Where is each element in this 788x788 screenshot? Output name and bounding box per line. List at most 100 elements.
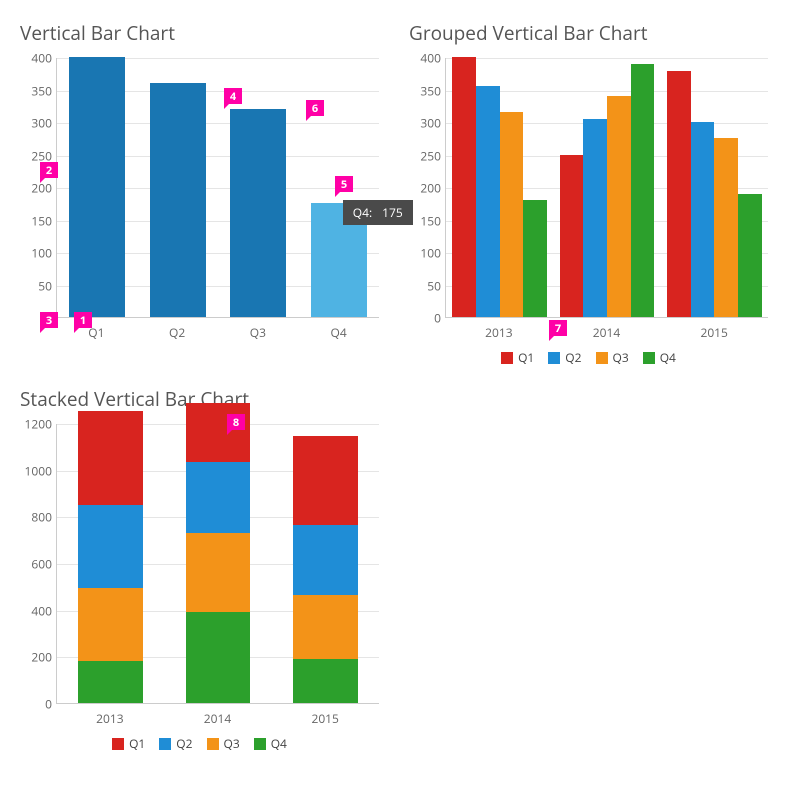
y-tick: 0 <box>434 310 441 327</box>
bar-group <box>553 58 660 317</box>
legend-item[interactable]: Q2 <box>548 349 581 366</box>
y-axis: 050100150200250300350400 <box>20 58 56 318</box>
y-tick: 400 <box>31 50 52 67</box>
bar-group <box>164 424 271 703</box>
bar-group <box>446 58 553 317</box>
bar-group <box>272 424 379 703</box>
bar[interactable] <box>69 57 125 317</box>
bar[interactable] <box>691 122 715 317</box>
annotation-flag: 3 <box>40 312 58 328</box>
chart-title: Vertical Bar Chart <box>20 20 379 46</box>
bar-segment[interactable] <box>78 505 142 588</box>
bar-segment[interactable] <box>293 525 357 595</box>
bar[interactable] <box>560 155 584 318</box>
plot-area <box>56 424 379 704</box>
bar-stack <box>186 403 250 703</box>
bar[interactable] <box>607 96 631 317</box>
bar-segment[interactable] <box>78 588 142 662</box>
bar[interactable] <box>714 138 738 317</box>
bar[interactable] <box>667 71 691 317</box>
y-tick: 200 <box>31 649 52 666</box>
bar[interactable] <box>631 64 655 318</box>
bar-segment[interactable] <box>293 595 357 659</box>
grouped-bar-chart: 7Grouped Vertical Bar Chart0501001502002… <box>409 20 768 366</box>
x-axis: Q1Q2Q3Q4 <box>56 318 379 341</box>
bar[interactable] <box>452 57 476 317</box>
legend-swatch <box>548 352 560 364</box>
x-label: Q3 <box>218 318 299 341</box>
y-tick: 150 <box>420 212 441 229</box>
x-label: 2014 <box>164 704 272 727</box>
bar[interactable] <box>583 119 607 317</box>
y-tick: 350 <box>420 82 441 99</box>
bar-group <box>57 424 164 703</box>
legend-label: Q2 <box>565 349 581 366</box>
vertical-bar-chart: 123456Vertical Bar Chart0501001502002503… <box>20 20 379 366</box>
legend-label: Q3 <box>613 349 629 366</box>
annotation-flag: 8 <box>227 414 245 430</box>
legend-label: Q2 <box>176 735 192 752</box>
x-label: 2013 <box>445 318 553 341</box>
tooltip: Q4:175 <box>343 200 413 225</box>
bar[interactable] <box>476 86 500 317</box>
legend-label: Q1 <box>129 735 145 752</box>
y-tick: 400 <box>420 50 441 67</box>
y-tick: 300 <box>31 115 52 132</box>
bar-segment[interactable] <box>78 411 142 504</box>
x-axis: 201320142015 <box>56 704 379 727</box>
y-tick: 1000 <box>25 462 52 479</box>
legend-item[interactable]: Q2 <box>159 735 192 752</box>
legend-item[interactable]: Q3 <box>207 735 240 752</box>
y-tick: 1200 <box>25 416 52 433</box>
bar[interactable] <box>150 83 206 317</box>
legend-item[interactable]: Q1 <box>501 349 534 366</box>
bar-segment[interactable] <box>293 436 357 524</box>
bar[interactable] <box>230 109 286 317</box>
x-label: 2015 <box>271 704 379 727</box>
bar-group <box>661 58 768 317</box>
y-tick: 200 <box>420 180 441 197</box>
annotation-flag: 1 <box>74 312 92 328</box>
y-tick: 50 <box>38 277 52 294</box>
tooltip-value: 175 <box>382 204 403 221</box>
annotation-flag: 5 <box>335 176 353 192</box>
legend-item[interactable]: Q4 <box>254 735 287 752</box>
legend-item[interactable]: Q1 <box>112 735 145 752</box>
bar[interactable] <box>523 200 547 317</box>
bar-stack <box>293 436 357 703</box>
y-tick: 250 <box>420 147 441 164</box>
bar-segment[interactable] <box>186 462 250 533</box>
x-axis: 201320142015 <box>445 318 768 341</box>
plot-area: Q4:175 <box>56 58 379 318</box>
y-tick: 600 <box>31 556 52 573</box>
bar-segment[interactable] <box>293 659 357 703</box>
annotation-flag: 7 <box>549 320 567 336</box>
bar-segment[interactable] <box>186 612 250 703</box>
y-tick: 300 <box>420 115 441 132</box>
legend-label: Q4 <box>271 735 287 752</box>
bar-group <box>57 58 138 317</box>
x-label: 2015 <box>660 318 768 341</box>
bar-segment[interactable] <box>78 661 142 703</box>
annotation-flag: 4 <box>224 88 242 104</box>
x-label: 2013 <box>56 704 164 727</box>
legend-swatch <box>254 738 266 750</box>
bar-segment[interactable] <box>186 533 250 612</box>
legend-label: Q4 <box>660 349 676 366</box>
bar[interactable] <box>738 194 762 318</box>
x-label: Q2 <box>137 318 218 341</box>
legend-item[interactable]: Q3 <box>596 349 629 366</box>
y-axis: 020040060080010001200 <box>20 424 56 704</box>
bar[interactable] <box>500 112 524 317</box>
bar-segment[interactable] <box>186 403 250 461</box>
plot-area <box>445 58 768 318</box>
legend-item[interactable]: Q4 <box>643 349 676 366</box>
legend-label: Q1 <box>518 349 534 366</box>
y-tick: 150 <box>31 212 52 229</box>
bar-stack <box>78 411 142 703</box>
legend-label: Q3 <box>224 735 240 752</box>
annotation-flag: 6 <box>306 100 324 116</box>
y-tick: 350 <box>31 82 52 99</box>
stacked-bar-chart: 8Stacked Vertical Bar Chart0200400600800… <box>20 386 379 752</box>
legend-swatch <box>159 738 171 750</box>
